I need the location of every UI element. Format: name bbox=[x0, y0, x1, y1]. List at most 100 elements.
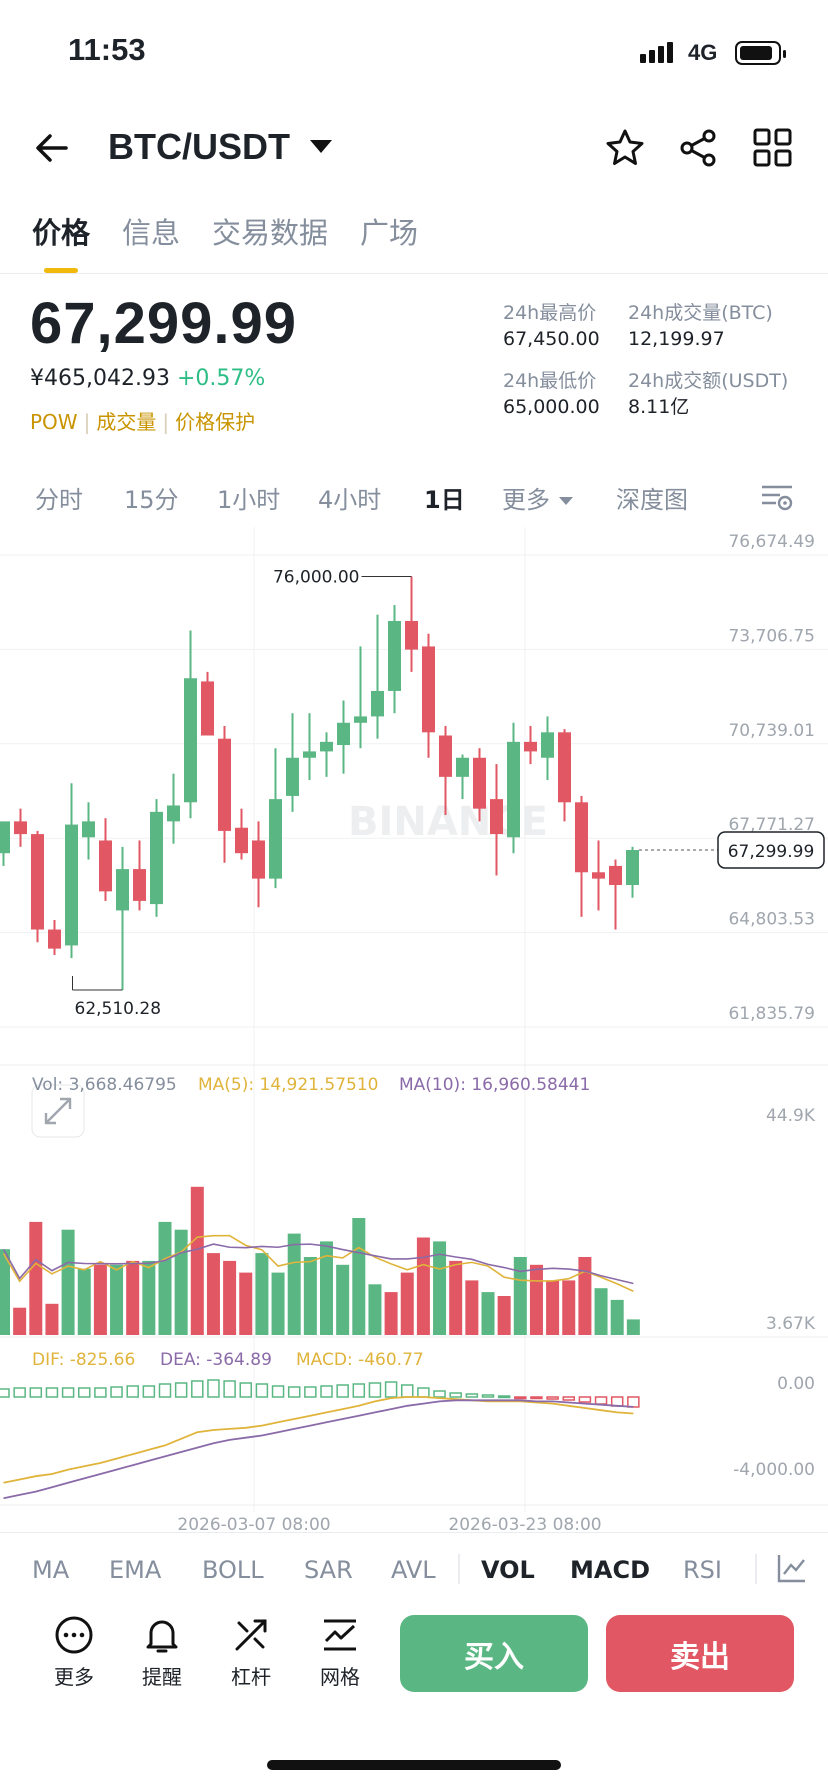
ind-boll[interactable]: BOLL bbox=[202, 1556, 264, 1584]
macd-bar bbox=[94, 1387, 107, 1398]
last-price-tag bbox=[717, 831, 825, 869]
ind-avl[interactable]: AVL bbox=[391, 1556, 436, 1584]
share-icon[interactable] bbox=[677, 126, 721, 170]
dropdown-caret-icon[interactable] bbox=[310, 140, 332, 153]
more-action[interactable]: 更多 bbox=[34, 1615, 114, 1690]
tf-time[interactable]: 分时 bbox=[35, 486, 83, 514]
ind-ma[interactable]: MA bbox=[32, 1556, 70, 1584]
sell-button[interactable]: 卖出 bbox=[606, 1615, 794, 1692]
candle-body bbox=[337, 722, 350, 746]
grid-icon[interactable] bbox=[751, 126, 795, 170]
badge-price-protect[interactable]: 价格保护 bbox=[175, 410, 256, 434]
candle-body bbox=[524, 741, 537, 752]
macd-bar bbox=[368, 1382, 382, 1398]
back-arrow-icon[interactable] bbox=[34, 130, 70, 172]
macd-bar bbox=[546, 1396, 559, 1400]
candle-body bbox=[82, 821, 95, 838]
macd-bar bbox=[449, 1392, 462, 1398]
buy-button[interactable]: 买入 bbox=[400, 1615, 588, 1692]
ind-macd[interactable]: MACD bbox=[570, 1556, 650, 1584]
candle-body bbox=[303, 751, 316, 758]
separator bbox=[755, 1554, 757, 1584]
tab-trading-data[interactable]: 交易数据 bbox=[212, 216, 329, 250]
ind-vol[interactable]: VOL bbox=[481, 1556, 535, 1584]
leverage-action[interactable]: 杠杆 bbox=[211, 1615, 291, 1690]
tf-more-label: 更多 bbox=[502, 486, 550, 514]
star-icon[interactable] bbox=[603, 126, 647, 170]
candle-body bbox=[150, 811, 163, 905]
tf-4h[interactable]: 4小时 bbox=[318, 486, 382, 514]
bottom-actions: 更多 提醒 杠杆 网格 买入 卖出 bbox=[0, 1615, 828, 1715]
candle-body bbox=[626, 850, 639, 885]
tab-square[interactable]: 广场 bbox=[360, 216, 419, 250]
volume-bar bbox=[546, 1280, 560, 1335]
candle-body bbox=[405, 620, 418, 650]
badge-volume[interactable]: 成交量 bbox=[96, 410, 157, 434]
tab-underline bbox=[44, 268, 78, 273]
macd-bar bbox=[514, 1396, 527, 1400]
volume-bar bbox=[594, 1288, 608, 1335]
macd-bar bbox=[465, 1393, 479, 1398]
candle-body bbox=[167, 805, 180, 822]
ind-ema[interactable]: EMA bbox=[109, 1556, 162, 1584]
y-tick-label: 61,835.79 bbox=[728, 1004, 815, 1024]
separator bbox=[458, 1554, 460, 1584]
macd-bar bbox=[110, 1386, 123, 1398]
volume-bar bbox=[93, 1264, 107, 1335]
candle-body bbox=[269, 799, 282, 879]
badge-row: POW | 成交量 | 价格保护 bbox=[30, 410, 256, 434]
bell-icon bbox=[146, 1620, 178, 1653]
tab-price[interactable]: 价格 bbox=[32, 216, 91, 250]
last-price: 67,299.99 bbox=[30, 291, 298, 356]
stat-value: 65,000.00 bbox=[503, 396, 600, 418]
macd-bar bbox=[271, 1385, 285, 1398]
volume-bar bbox=[562, 1280, 576, 1335]
price-chart[interactable]: 76,674.49 73,706.75 70,739.01 67,771.27 64,8… bbox=[0, 527, 828, 1532]
macd-bar bbox=[578, 1396, 592, 1403]
volume-bar bbox=[255, 1253, 269, 1335]
divider bbox=[0, 273, 828, 274]
volume-bar bbox=[45, 1303, 59, 1335]
stat-label: 24h最高价 bbox=[503, 302, 597, 324]
candle-body bbox=[65, 824, 78, 946]
grid-action[interactable]: 网格 bbox=[300, 1615, 380, 1690]
candle-body bbox=[133, 869, 146, 901]
candle-body bbox=[48, 929, 61, 949]
vol-y-tick: 3.67K bbox=[766, 1314, 816, 1334]
pair-title[interactable]: BTC/USDT bbox=[108, 126, 290, 167]
candle-body bbox=[0, 821, 10, 854]
macd-dea-label: DEA: -364.89 bbox=[160, 1350, 272, 1370]
tf-more[interactable]: 更多 bbox=[502, 480, 574, 515]
macd-y-tick: -4,000.00 bbox=[733, 1460, 815, 1480]
volume-bar bbox=[190, 1186, 204, 1335]
low-label: 62,510.28 bbox=[75, 999, 162, 1019]
signal-icon bbox=[640, 42, 673, 63]
volume-bar bbox=[400, 1272, 414, 1335]
volume-bar bbox=[529, 1264, 543, 1335]
macd-bar bbox=[320, 1385, 333, 1398]
macd-y-tick: 0.00 bbox=[777, 1374, 815, 1394]
volume-bar bbox=[336, 1264, 350, 1335]
macd-bar bbox=[497, 1395, 511, 1399]
macd-dif-label: DIF: -825.66 bbox=[32, 1350, 135, 1370]
alert-action[interactable]: 提醒 bbox=[122, 1615, 202, 1690]
tab-info[interactable]: 信息 bbox=[122, 216, 181, 250]
macd-bar bbox=[287, 1386, 301, 1398]
ind-sar[interactable]: SAR bbox=[304, 1556, 353, 1584]
badge-pow[interactable]: POW bbox=[30, 410, 78, 434]
alert-label: 提醒 bbox=[142, 1665, 182, 1689]
volume-bar bbox=[497, 1296, 511, 1335]
chart-settings-icon[interactable] bbox=[760, 482, 794, 518]
tf-1h[interactable]: 1小时 bbox=[217, 486, 281, 514]
tf-depth[interactable]: 深度图 bbox=[616, 486, 688, 514]
ind-rsi[interactable]: RSI bbox=[683, 1556, 722, 1584]
tf-15m[interactable]: 15分 bbox=[124, 486, 179, 514]
battery-icon bbox=[735, 41, 786, 65]
macd-bar bbox=[384, 1381, 398, 1398]
last-price-tag-label: 67,299.99 bbox=[728, 842, 815, 862]
timeframe-bar: 分时 15分 1小时 4小时 1日 更多 深度图 bbox=[0, 480, 828, 528]
candle-body bbox=[235, 827, 248, 854]
macd-bar bbox=[433, 1390, 446, 1398]
tf-1d[interactable]: 1日 bbox=[424, 486, 465, 514]
indicator-settings-icon[interactable] bbox=[776, 1552, 808, 1590]
